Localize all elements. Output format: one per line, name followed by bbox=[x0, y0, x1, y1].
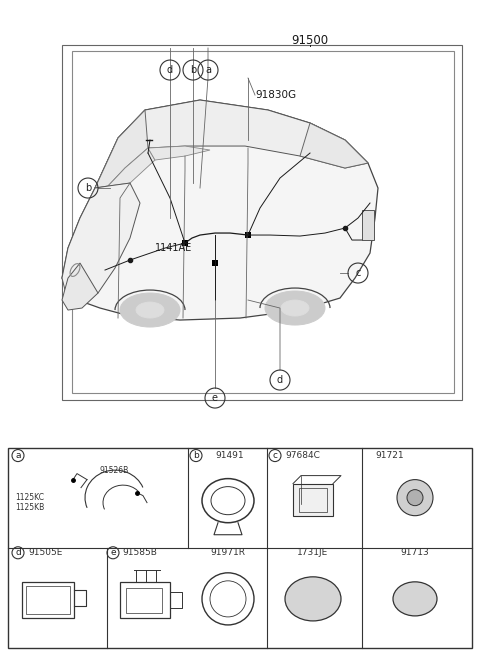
Text: b: b bbox=[193, 451, 199, 460]
Bar bbox=[126, 588, 162, 613]
Ellipse shape bbox=[393, 582, 437, 616]
Text: c: c bbox=[355, 268, 360, 278]
Bar bbox=[26, 586, 70, 614]
Text: 91491: 91491 bbox=[215, 451, 244, 460]
Text: 1731JE: 1731JE bbox=[298, 548, 329, 557]
Polygon shape bbox=[62, 183, 140, 300]
Polygon shape bbox=[62, 100, 378, 320]
Text: e: e bbox=[212, 393, 218, 403]
Text: a: a bbox=[205, 65, 211, 75]
Text: e: e bbox=[110, 548, 116, 557]
Bar bbox=[22, 582, 74, 618]
Polygon shape bbox=[300, 123, 368, 168]
Polygon shape bbox=[108, 148, 155, 186]
Bar bbox=[299, 487, 327, 512]
Text: 91721: 91721 bbox=[376, 451, 404, 460]
Text: d: d bbox=[167, 65, 173, 75]
Text: 1125KB: 1125KB bbox=[15, 503, 44, 512]
Circle shape bbox=[407, 489, 423, 506]
Text: a: a bbox=[15, 451, 21, 460]
Polygon shape bbox=[95, 110, 148, 188]
Bar bbox=[212, 260, 218, 266]
Bar bbox=[182, 240, 188, 246]
Text: d: d bbox=[15, 548, 21, 557]
Bar bbox=[245, 232, 251, 238]
Text: 91526B: 91526B bbox=[100, 466, 129, 475]
Text: 1125KC: 1125KC bbox=[15, 493, 44, 502]
Text: 91971R: 91971R bbox=[211, 548, 245, 557]
Text: 91713: 91713 bbox=[401, 548, 430, 557]
Text: 91505E: 91505E bbox=[28, 548, 62, 557]
Ellipse shape bbox=[120, 293, 180, 327]
Polygon shape bbox=[95, 100, 368, 188]
Text: b: b bbox=[190, 65, 196, 75]
Text: 91500: 91500 bbox=[291, 33, 329, 47]
Text: b: b bbox=[85, 183, 91, 193]
Bar bbox=[293, 483, 333, 516]
Text: 1141AE: 1141AE bbox=[155, 243, 192, 253]
Bar bbox=[62, 45, 462, 400]
Bar bbox=[120, 582, 170, 618]
Text: d: d bbox=[277, 375, 283, 385]
Ellipse shape bbox=[265, 291, 325, 325]
Polygon shape bbox=[148, 146, 210, 160]
Text: 91585B: 91585B bbox=[122, 548, 157, 557]
Text: 97684C: 97684C bbox=[285, 451, 320, 460]
Text: c: c bbox=[273, 451, 277, 460]
Bar bbox=[72, 51, 454, 393]
Ellipse shape bbox=[136, 302, 164, 318]
Polygon shape bbox=[62, 263, 98, 310]
Ellipse shape bbox=[285, 577, 341, 621]
Ellipse shape bbox=[281, 300, 309, 316]
Circle shape bbox=[397, 480, 433, 516]
Bar bbox=[362, 210, 374, 240]
Text: 91830G: 91830G bbox=[255, 90, 296, 100]
